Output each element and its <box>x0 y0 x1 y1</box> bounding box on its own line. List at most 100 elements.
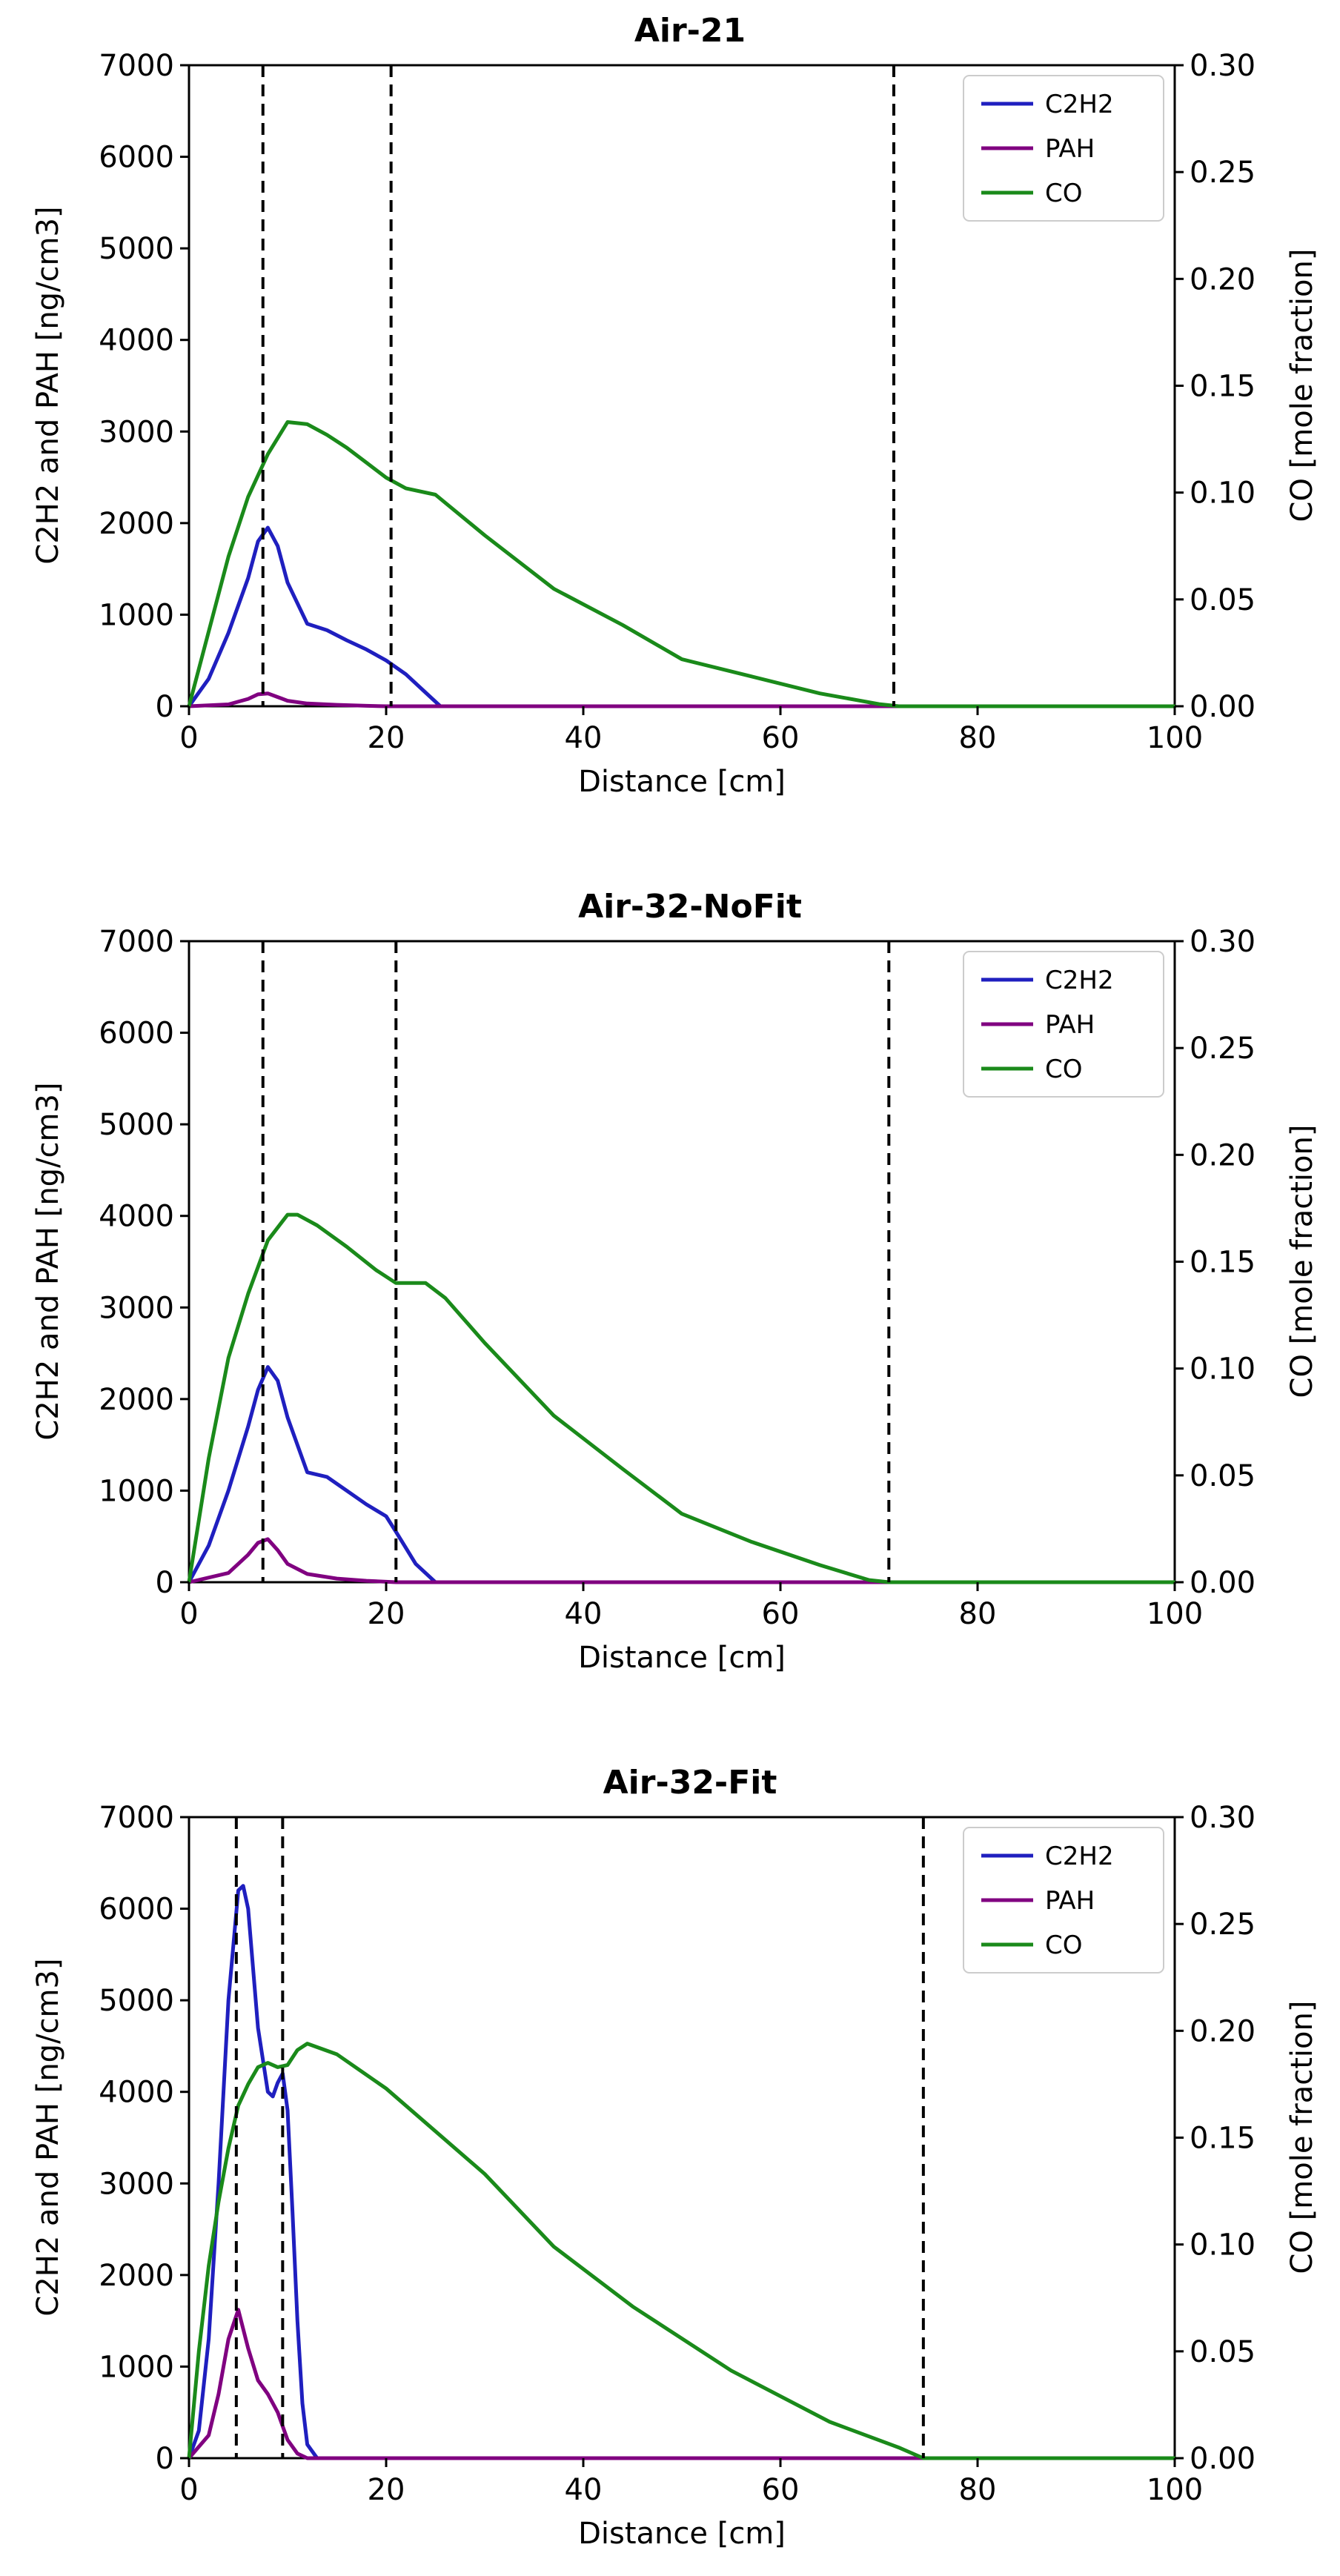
y-tick-label: 7000 <box>99 1801 174 1835</box>
x-tick-label: 60 <box>762 721 800 755</box>
y-tick-label: 5000 <box>99 1984 174 2018</box>
x-tick-label: 40 <box>565 721 603 755</box>
y-tick-label: 1000 <box>99 2350 174 2384</box>
series-line-co <box>187 1212 1177 1584</box>
chart-title: Air-32-Fit <box>603 1764 777 1802</box>
x-tick-label: 100 <box>1147 1597 1203 1631</box>
x-tick-label: 100 <box>1147 721 1203 755</box>
y-tick-label: 6000 <box>99 1893 174 1927</box>
x-tick-label: 80 <box>959 1597 997 1631</box>
y2-tick-label: 0.20 <box>1190 1138 1256 1172</box>
y-tick-label: 0 <box>156 690 174 724</box>
y2-tick-label: 0.25 <box>1190 1908 1256 1942</box>
legend-label-pah: PAH <box>1045 1010 1095 1040</box>
legend-label-co: CO <box>1045 1931 1083 1960</box>
series-line-pah <box>187 1537 1177 1584</box>
legend-box <box>963 75 1164 222</box>
y2-tick-label: 0.05 <box>1190 2335 1256 2369</box>
legend-label-pah: PAH <box>1045 134 1095 164</box>
series-line-c2h2 <box>187 1884 1177 2460</box>
y2-tick-label: 0.00 <box>1190 690 1256 724</box>
x-axis-label: Distance [cm] <box>578 1641 786 1675</box>
y2-axis-label: CO [mole fraction] <box>1285 1125 1319 1398</box>
y-tick-label: 7000 <box>99 925 174 959</box>
legend-box <box>963 951 1164 1098</box>
chart-panel-air-32-nofit: Air-32-NoFit C2H2 PAH CO 0 20 40 60 80 100 0 1… <box>31 888 1319 1675</box>
legend: C2H2 PAH CO <box>963 951 1164 1098</box>
y-tick-label: 3000 <box>99 1291 174 1325</box>
y-tick-label: 2000 <box>99 1383 174 1417</box>
y2-tick-label: 0.30 <box>1190 49 1256 83</box>
y-axis-label: C2H2 and PAH [ng/cm3] <box>31 206 65 564</box>
legend: C2H2 PAH CO <box>963 1827 1164 1974</box>
y2-tick-label: 0.15 <box>1190 1246 1256 1280</box>
y2-tick-label: 0.00 <box>1190 1566 1256 1600</box>
chart-title: Air-32-NoFit <box>578 888 802 926</box>
y2-tick-label: 0.05 <box>1190 583 1256 617</box>
x-tick-label: 60 <box>762 2473 800 2507</box>
series-line-c2h2 <box>187 525 1177 708</box>
y2-axis-label: CO [mole fraction] <box>1285 2001 1319 2274</box>
y-tick-label: 5000 <box>99 232 174 266</box>
chart-title: Air-21 <box>634 12 746 50</box>
y2-tick-label: 0.20 <box>1190 262 1256 296</box>
legend-label-c2h2: C2H2 <box>1045 966 1114 995</box>
x-tick-label: 0 <box>179 721 198 755</box>
y-tick-label: 0 <box>156 2442 174 2476</box>
legend-label-c2h2: C2H2 <box>1045 90 1114 119</box>
y-tick-label: 4000 <box>99 2076 174 2110</box>
y2-tick-label: 0.20 <box>1190 2014 1256 2048</box>
legend: C2H2 PAH CO <box>963 75 1164 222</box>
series-line-co <box>187 2042 1177 2460</box>
chart-panel-air-32-fit: Air-32-Fit C2H2 PAH CO 0 20 40 60 80 100 0 100… <box>31 1764 1319 2551</box>
x-tick-label: 0 <box>179 2473 198 2507</box>
y-tick-label: 1000 <box>99 1474 174 1508</box>
y-tick-label: 5000 <box>99 1108 174 1142</box>
chart-panel-air-21: Air-21 C2H2 PAH CO 0 20 40 60 80 100 0 1000 200… <box>31 12 1319 799</box>
y-tick-label: 3000 <box>99 415 174 449</box>
y-axis-label: C2H2 and PAH [ng/cm3] <box>31 1958 65 2316</box>
legend-box <box>963 1827 1164 1974</box>
y2-axis-label: CO [mole fraction] <box>1285 249 1319 522</box>
legend-label-co: CO <box>1045 179 1083 208</box>
y2-tick-label: 0.30 <box>1190 925 1256 959</box>
series-line-pah <box>187 2308 1177 2460</box>
x-tick-label: 80 <box>959 2473 997 2507</box>
y-tick-label: 0 <box>156 1566 174 1600</box>
y-tick-label: 2000 <box>99 2259 174 2293</box>
y2-tick-label: 0.10 <box>1190 2228 1256 2263</box>
y-tick-label: 1000 <box>99 598 174 632</box>
y2-tick-label: 0.10 <box>1190 477 1256 511</box>
x-tick-label: 20 <box>368 2473 405 2507</box>
x-tick-label: 20 <box>368 721 405 755</box>
y-tick-label: 3000 <box>99 2167 174 2201</box>
y2-tick-label: 0.15 <box>1190 2122 1256 2156</box>
legend-label-pah: PAH <box>1045 1886 1095 1916</box>
x-tick-label: 20 <box>368 1597 405 1631</box>
x-tick-label: 100 <box>1147 2473 1203 2507</box>
y2-tick-label: 0.25 <box>1190 156 1256 190</box>
y-tick-label: 4000 <box>99 324 174 358</box>
x-tick-label: 0 <box>179 1597 198 1631</box>
y2-tick-label: 0.30 <box>1190 1801 1256 1835</box>
y-axis-label: C2H2 and PAH [ng/cm3] <box>31 1082 65 1440</box>
x-axis-label: Distance [cm] <box>578 765 786 799</box>
x-tick-label: 60 <box>762 1597 800 1631</box>
series-line-pah <box>187 691 1177 708</box>
y-tick-label: 2000 <box>99 507 174 541</box>
y2-tick-label: 0.25 <box>1190 1032 1256 1066</box>
legend-label-co: CO <box>1045 1055 1083 1084</box>
y2-tick-label: 0.00 <box>1190 2442 1256 2476</box>
y-tick-label: 6000 <box>99 141 174 175</box>
x-tick-label: 40 <box>565 2473 603 2507</box>
x-tick-label: 40 <box>565 1597 603 1631</box>
legend-label-c2h2: C2H2 <box>1045 1842 1114 1871</box>
x-axis-label: Distance [cm] <box>578 2517 786 2551</box>
y-tick-label: 6000 <box>99 1017 174 1051</box>
series-line-co <box>187 420 1177 708</box>
x-tick-label: 80 <box>959 721 997 755</box>
y2-tick-label: 0.05 <box>1190 1459 1256 1493</box>
series-line-c2h2 <box>187 1365 1177 1584</box>
y-tick-label: 4000 <box>99 1200 174 1234</box>
